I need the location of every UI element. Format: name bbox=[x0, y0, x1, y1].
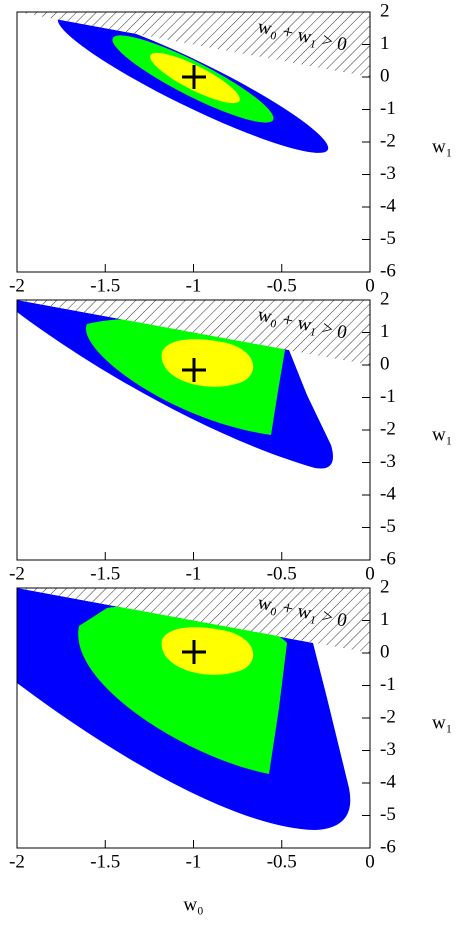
y-tick-label: -6 bbox=[380, 836, 396, 857]
y-tick-label: -3 bbox=[380, 739, 396, 760]
y-tick-label: -2 bbox=[380, 130, 396, 151]
y-tick-label: 1 bbox=[380, 33, 390, 54]
panel: w₀ + w₁ > 0-2 -1.5 -1 -0.5 0-6-5-4-3-2-1012w… bbox=[9, 0, 452, 296]
y-tick-label: -4 bbox=[380, 483, 396, 504]
x-tick-label: -2 bbox=[9, 563, 25, 584]
y-tick-label: -1 bbox=[380, 98, 396, 119]
constraint-region bbox=[17, 12, 370, 77]
x-tick-label: -1 bbox=[186, 563, 202, 584]
y-tick-label: 0 bbox=[380, 65, 390, 86]
panel: w₀ + w₁ > 0-2 -1.5 -1 -0.5 0-6-5-4-3-2-1012w… bbox=[9, 576, 452, 915]
region-inner bbox=[161, 339, 254, 387]
y-tick-label: 2 bbox=[380, 0, 390, 21]
panel: w₀ + w₁ > 0-2 -1.5 -1 -0.5 0-6-5-4-3-2-1012w… bbox=[9, 288, 452, 584]
x-tick-label: -2 bbox=[9, 851, 25, 872]
y-tick-label: 0 bbox=[380, 353, 390, 374]
center-marker bbox=[182, 65, 206, 89]
y-axis-label: w₁ bbox=[432, 712, 452, 733]
y-tick-label: 2 bbox=[380, 288, 390, 309]
y-tick-label: -4 bbox=[380, 771, 396, 792]
constraint-region bbox=[17, 300, 370, 365]
center-marker bbox=[182, 358, 206, 382]
center-marker bbox=[182, 640, 206, 664]
x-tick-label: -1.5 bbox=[90, 275, 120, 296]
y-tick-label: 1 bbox=[380, 609, 390, 630]
x-tick-label: 0 bbox=[365, 275, 375, 296]
y-axis-label: w₁ bbox=[432, 136, 452, 157]
y-tick-label: 2 bbox=[380, 576, 390, 597]
x-tick-label: 0 bbox=[365, 851, 375, 872]
x-tick-label: -1.5 bbox=[90, 563, 120, 584]
y-tick-label: -5 bbox=[380, 228, 396, 249]
region-inner bbox=[161, 627, 254, 675]
y-tick-label: -2 bbox=[380, 706, 396, 727]
y-tick-label: -5 bbox=[380, 516, 396, 537]
y-tick-label: -1 bbox=[380, 386, 396, 407]
x-tick-label: -0.5 bbox=[267, 275, 297, 296]
y-axis-label: w₁ bbox=[432, 424, 452, 445]
y-tick-label: -2 bbox=[380, 418, 396, 439]
x-tick-label: -1 bbox=[186, 275, 202, 296]
y-tick-label: -6 bbox=[380, 548, 396, 569]
x-tick-label: 0 bbox=[365, 563, 375, 584]
x-tick-label: -1.5 bbox=[90, 851, 120, 872]
x-tick-label: -0.5 bbox=[267, 563, 297, 584]
y-tick-label: -4 bbox=[380, 195, 396, 216]
y-tick-label: -6 bbox=[380, 260, 396, 281]
y-tick-label: -3 bbox=[380, 451, 396, 472]
x-tick-label: -2 bbox=[9, 275, 25, 296]
constraint-region bbox=[17, 588, 370, 653]
y-tick-label: 0 bbox=[380, 641, 390, 662]
y-tick-label: -1 bbox=[380, 674, 396, 695]
y-tick-label: -3 bbox=[380, 163, 396, 184]
x-tick-label: -1 bbox=[186, 851, 202, 872]
x-axis-label: w₀ bbox=[183, 894, 203, 915]
y-tick-label: 1 bbox=[380, 321, 390, 342]
y-tick-label: -5 bbox=[380, 804, 396, 825]
x-tick-label: -0.5 bbox=[267, 851, 297, 872]
